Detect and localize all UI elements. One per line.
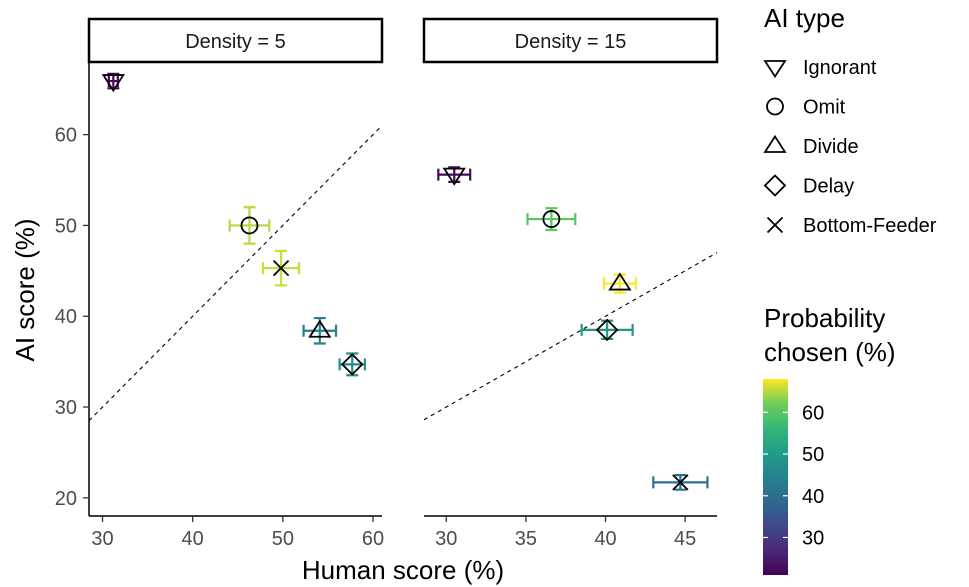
point-omit — [228, 206, 271, 245]
point-ignorant — [437, 166, 472, 186]
x-tick-label: 30 — [91, 528, 113, 550]
legend-marker-delay — [763, 174, 787, 197]
legend-item-ignorant: Ignorant — [763, 57, 877, 79]
strip-box-density-15 — [422, 17, 719, 64]
legend-label-omit: Omit — [803, 97, 846, 119]
point-delay — [338, 352, 366, 377]
panel-density-5: Density = 5 30 40 50 60 — [87, 17, 384, 550]
colorbar-ticks: 30 40 50 60 — [763, 402, 824, 549]
x-tick-label: 30 — [435, 528, 457, 550]
colorbar-tick-label: 30 — [802, 527, 824, 549]
point-bottom-feeder — [652, 474, 709, 491]
error-bar-vertical — [243, 206, 256, 245]
colorbar-tick-label: 60 — [802, 402, 824, 424]
marker-divide — [608, 272, 632, 291]
legend-item-delay: Delay — [763, 174, 854, 198]
x-tick-label: 50 — [272, 528, 294, 550]
x-tick-label: 35 — [515, 528, 537, 550]
panel-1-plot: 30 40 50 60 — [88, 62, 384, 550]
marker-bottom-feeder — [272, 259, 290, 277]
marker-ignorant — [101, 74, 125, 93]
legend-label-divide: Divide — [803, 136, 859, 158]
x-tick-label: 45 — [674, 528, 696, 550]
strip-box-density-5 — [87, 17, 384, 64]
legend-label-delay: Delay — [803, 176, 854, 198]
color-legend: Probability chosen (%) 30 40 50 60 — [763, 303, 896, 575]
x-tick-label: 60 — [362, 528, 384, 550]
point-ignorant — [101, 72, 125, 93]
point-delay — [580, 318, 634, 342]
y-tick-label: 30 — [55, 397, 77, 419]
marker-delay — [340, 353, 364, 376]
x-tick-label: 40 — [594, 528, 616, 550]
y-axis-title: AI score (%) — [10, 218, 40, 361]
panel-2-plot: 30 35 40 45 — [423, 166, 718, 550]
shape-legend-items: Ignorant Omit Divide Delay Bottom-Feeder — [763, 57, 937, 237]
y-tick-label: 50 — [55, 215, 77, 237]
marker-ignorant — [442, 167, 466, 186]
shape-legend-title: AI type — [764, 3, 845, 33]
point-divide — [302, 316, 338, 345]
strip-label-density-15: Density = 15 — [515, 31, 627, 53]
legend-item-divide: Divide — [763, 134, 859, 158]
colorbar — [763, 379, 788, 575]
strip-label-density-5: Density = 5 — [185, 31, 286, 53]
x-axis-title: Human score (%) — [302, 555, 504, 585]
legend-item-omit: Omit — [766, 97, 846, 119]
legend-marker-divide — [763, 134, 787, 153]
error-bar-vertical — [448, 166, 461, 183]
y-tick-label: 40 — [55, 306, 77, 328]
color-legend-title-line2: chosen (%) — [764, 337, 896, 367]
point-bottom-feeder — [261, 249, 301, 287]
marker-divide — [308, 319, 332, 338]
identity-line — [423, 252, 718, 421]
panel-density-15: Density = 15 30 35 40 45 — [422, 17, 719, 550]
y-tick-label: 60 — [55, 125, 77, 147]
legend-marker-bottom-feeder — [766, 216, 784, 234]
y-axis: 20 30 40 50 60 — [55, 125, 89, 510]
color-legend-title-line1: Probability — [764, 303, 885, 333]
identity-line — [88, 125, 383, 422]
colorbar-tick-label: 50 — [802, 444, 824, 466]
marker-omit — [542, 210, 561, 228]
shape-legend: AI type Ignorant Omit Divide Delay Bottom-Fe… — [763, 3, 937, 237]
colorbar-tick-label: 40 — [802, 486, 824, 508]
marker-delay — [595, 318, 619, 342]
x-tick-label: 40 — [182, 528, 204, 550]
marker-bottom-feeder — [672, 474, 689, 491]
legend-item-bottom-feeder: Bottom-Feeder — [766, 215, 937, 237]
legend-label-ignorant: Ignorant — [803, 57, 877, 79]
point-omit — [526, 207, 577, 232]
legend-label-bottom-feeder: Bottom-Feeder — [803, 215, 937, 237]
y-tick-label: 20 — [55, 488, 77, 510]
legend-marker-omit — [766, 97, 784, 116]
marker-omit — [240, 216, 259, 235]
legend-marker-ignorant — [763, 60, 787, 79]
point-divide — [602, 272, 637, 294]
error-bar-vertical — [107, 72, 120, 90]
